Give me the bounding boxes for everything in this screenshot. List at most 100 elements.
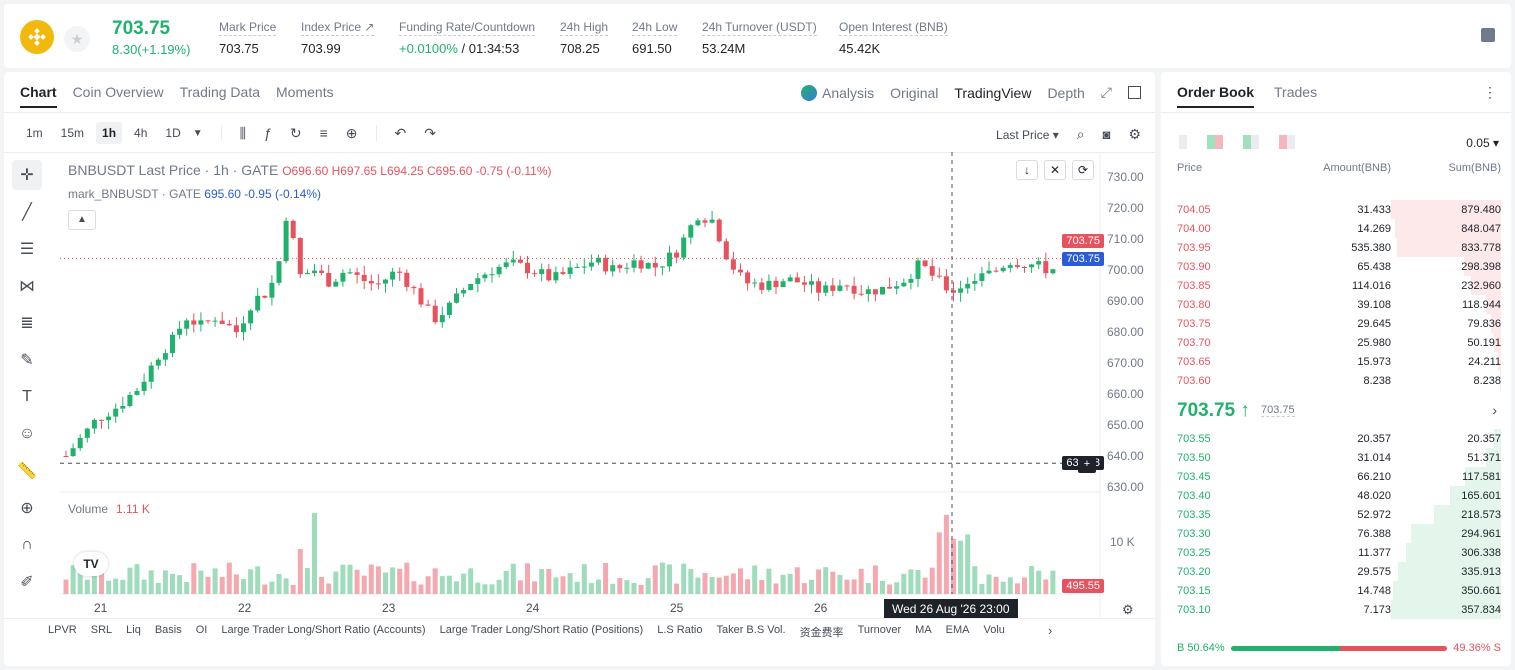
row-price: 703.45 (1177, 470, 1211, 483)
emoji-icon[interactable]: ☺ (18, 425, 36, 442)
timeframe-1d[interactable]: 1D (165, 126, 181, 140)
timeframe-15m[interactable]: 15m (60, 126, 85, 140)
price-type-select[interactable]: Last Price ▾ (996, 127, 1059, 142)
timeframe-4h[interactable]: 4h (134, 126, 148, 140)
indicator-item[interactable]: EMA (945, 624, 970, 636)
chevron-right-icon[interactable]: › (1492, 402, 1497, 418)
window-icon[interactable] (1128, 86, 1141, 99)
add-alert-icon[interactable]: + (1078, 456, 1096, 473)
indicators-icon[interactable]: ƒ (264, 125, 272, 141)
indicator-item[interactable]: Basis (154, 624, 182, 636)
collapse-legend-button[interactable]: ▲ (68, 210, 96, 230)
tab-original[interactable]: Original (890, 84, 939, 101)
tab-trades[interactable]: Trades (1274, 84, 1318, 100)
pattern-icon[interactable]: ⋈ (19, 278, 35, 295)
timeframe-dropdown-icon[interactable]: ▼ (192, 127, 203, 139)
candle-type-icon[interactable]: ⫼ (239, 124, 247, 141)
bid-row[interactable]: 703.10 7.173 357.834 (1177, 600, 1501, 619)
mode-sell-icon[interactable] (1279, 135, 1295, 149)
tab-order-book[interactable]: Order Book (1177, 84, 1255, 108)
search-icon[interactable]: ⌕ (1076, 126, 1085, 142)
ask-row[interactable]: 703.90 65.438 298.398 (1177, 257, 1501, 276)
volume-bar (496, 579, 502, 594)
bid-row[interactable]: 703.25 11.377 306.338 (1177, 543, 1501, 562)
indicator-item[interactable]: Taker B.S Vol. (716, 624, 786, 636)
close-series-icon[interactable]: ✕ (1044, 160, 1066, 180)
indicator-item[interactable]: 资金费率 (799, 627, 844, 639)
timeframe-1h[interactable]: 1h (96, 122, 123, 144)
ask-row[interactable]: 703.80 39.108 118.944 (1177, 295, 1501, 314)
bid-row[interactable]: 703.20 29.575 335.913 (1177, 562, 1501, 581)
undo-icon[interactable]: ↶ (394, 124, 407, 141)
indicator-item[interactable]: Turnover (857, 624, 902, 636)
indicator-item[interactable]: LPVR (48, 624, 77, 636)
tab-analysis[interactable]: Analysis (801, 84, 874, 101)
trendline-icon[interactable]: ╱ (22, 204, 32, 221)
ask-row[interactable]: 703.65 15.973 24.211 (1177, 352, 1501, 371)
magnet-icon[interactable]: ∩ (21, 536, 33, 553)
mode-asks-icon[interactable] (1243, 135, 1259, 149)
indicator-item[interactable]: OI (195, 624, 208, 636)
indicator-item[interactable]: Large Trader Long/Short Ratio (Accounts) (221, 624, 426, 636)
ask-row[interactable]: 703.95 535.380 833.778 (1177, 238, 1501, 257)
bid-row[interactable]: 703.15 14.748 350.661 (1177, 581, 1501, 600)
scroll-down-icon[interactable]: ↓ (1016, 160, 1038, 180)
stat-index-price[interactable]: Index Price ↗ 703.99 (301, 20, 375, 56)
tab-coin-overview[interactable]: Coin Overview (72, 84, 164, 100)
bid-row[interactable]: 703.55 20.357 20.357 (1177, 429, 1501, 448)
replay-icon[interactable]: ↻ (289, 124, 302, 141)
redo-icon[interactable]: ↷ (424, 124, 436, 141)
indicator-item[interactable]: MA (915, 624, 932, 636)
indicator-item[interactable]: Large Trader Long/Short Ratio (Positions… (439, 624, 644, 636)
indicator-item[interactable]: SRL (90, 624, 113, 636)
volume-bar (354, 569, 360, 594)
bid-row[interactable]: 703.40 48.020 165.601 (1177, 486, 1501, 505)
text-icon[interactable]: T (22, 388, 32, 405)
camera-icon[interactable]: ◙ (1102, 127, 1111, 142)
indicator-item[interactable]: Volu (983, 624, 1005, 636)
settings-gear-icon[interactable]: ⚙ (1128, 126, 1141, 142)
ruler-icon[interactable]: 📏 (17, 463, 37, 480)
candlestick-chart[interactable]: 730.00 720.00 710.00 700.00 690.00 680.00 670.… (4, 72, 1155, 666)
tab-trading-data[interactable]: Trading Data (179, 84, 261, 100)
horizontal-lines-icon[interactable]: ☰ (19, 241, 35, 258)
tab-chart[interactable]: Chart (20, 84, 57, 108)
refresh-series-icon[interactable]: ⟳ (1072, 160, 1094, 180)
ask-row[interactable]: 704.05 31.433 879.480 (1177, 200, 1501, 219)
mode-bids-icon[interactable] (1207, 135, 1223, 149)
fib-icon[interactable]: ≣ (20, 315, 34, 332)
templates-icon[interactable]: ≡ (319, 125, 328, 141)
notebook-icon[interactable] (1481, 28, 1495, 42)
mode-both-icon[interactable] (1179, 135, 1187, 149)
bid-row[interactable]: 703.35 52.972 218.573 (1177, 505, 1501, 524)
ask-row[interactable]: 703.70 25.980 50.191 (1177, 333, 1501, 352)
brush-icon[interactable]: ✎ (20, 352, 34, 369)
tab-tradingview[interactable]: TradingView (954, 84, 1032, 101)
ask-row[interactable]: 704.00 14.269 848.047 (1177, 219, 1501, 238)
volume-bar (965, 534, 971, 594)
candle-body (432, 305, 438, 323)
volume-bar (951, 538, 956, 594)
ask-row[interactable]: 703.85 114.016 232.960 (1177, 276, 1501, 295)
indicator-scroll-right-icon[interactable]: › (1048, 623, 1053, 638)
expand-icon[interactable]: ⤢ (1100, 84, 1112, 100)
timeframe-1m[interactable]: 1m (26, 126, 43, 140)
more-options-icon[interactable]: ⋮ (1483, 84, 1497, 100)
tab-depth[interactable]: Depth (1047, 84, 1085, 101)
indicator-item[interactable]: L.S Ratio (657, 624, 703, 636)
tab-moments[interactable]: Moments (276, 84, 334, 100)
crosshair-icon[interactable]: ✛ (12, 160, 42, 190)
favorite-star-icon[interactable]: ★ (64, 26, 90, 52)
zoom-in-icon[interactable]: ⊕ (20, 500, 34, 517)
bid-row[interactable]: 703.50 31.014 51.371 (1177, 448, 1501, 467)
bid-row[interactable]: 703.30 76.388 294.961 (1177, 524, 1501, 543)
add-icon[interactable]: ⊕ (345, 124, 358, 141)
bid-row[interactable]: 703.45 66.210 117.581 (1177, 467, 1501, 486)
pencil-lock-icon[interactable]: ✐ (20, 574, 34, 591)
time-axis-settings-icon[interactable]: ⚙ (1122, 602, 1134, 617)
ask-row[interactable]: 703.75 29.645 79.836 (1177, 314, 1501, 333)
volume-bar (162, 570, 168, 594)
indicator-item[interactable]: Liq (126, 624, 141, 636)
ask-row[interactable]: 703.60 8.238 8.238 (1177, 371, 1501, 390)
precision-select[interactable]: 0.05 ▾ (1466, 136, 1499, 150)
